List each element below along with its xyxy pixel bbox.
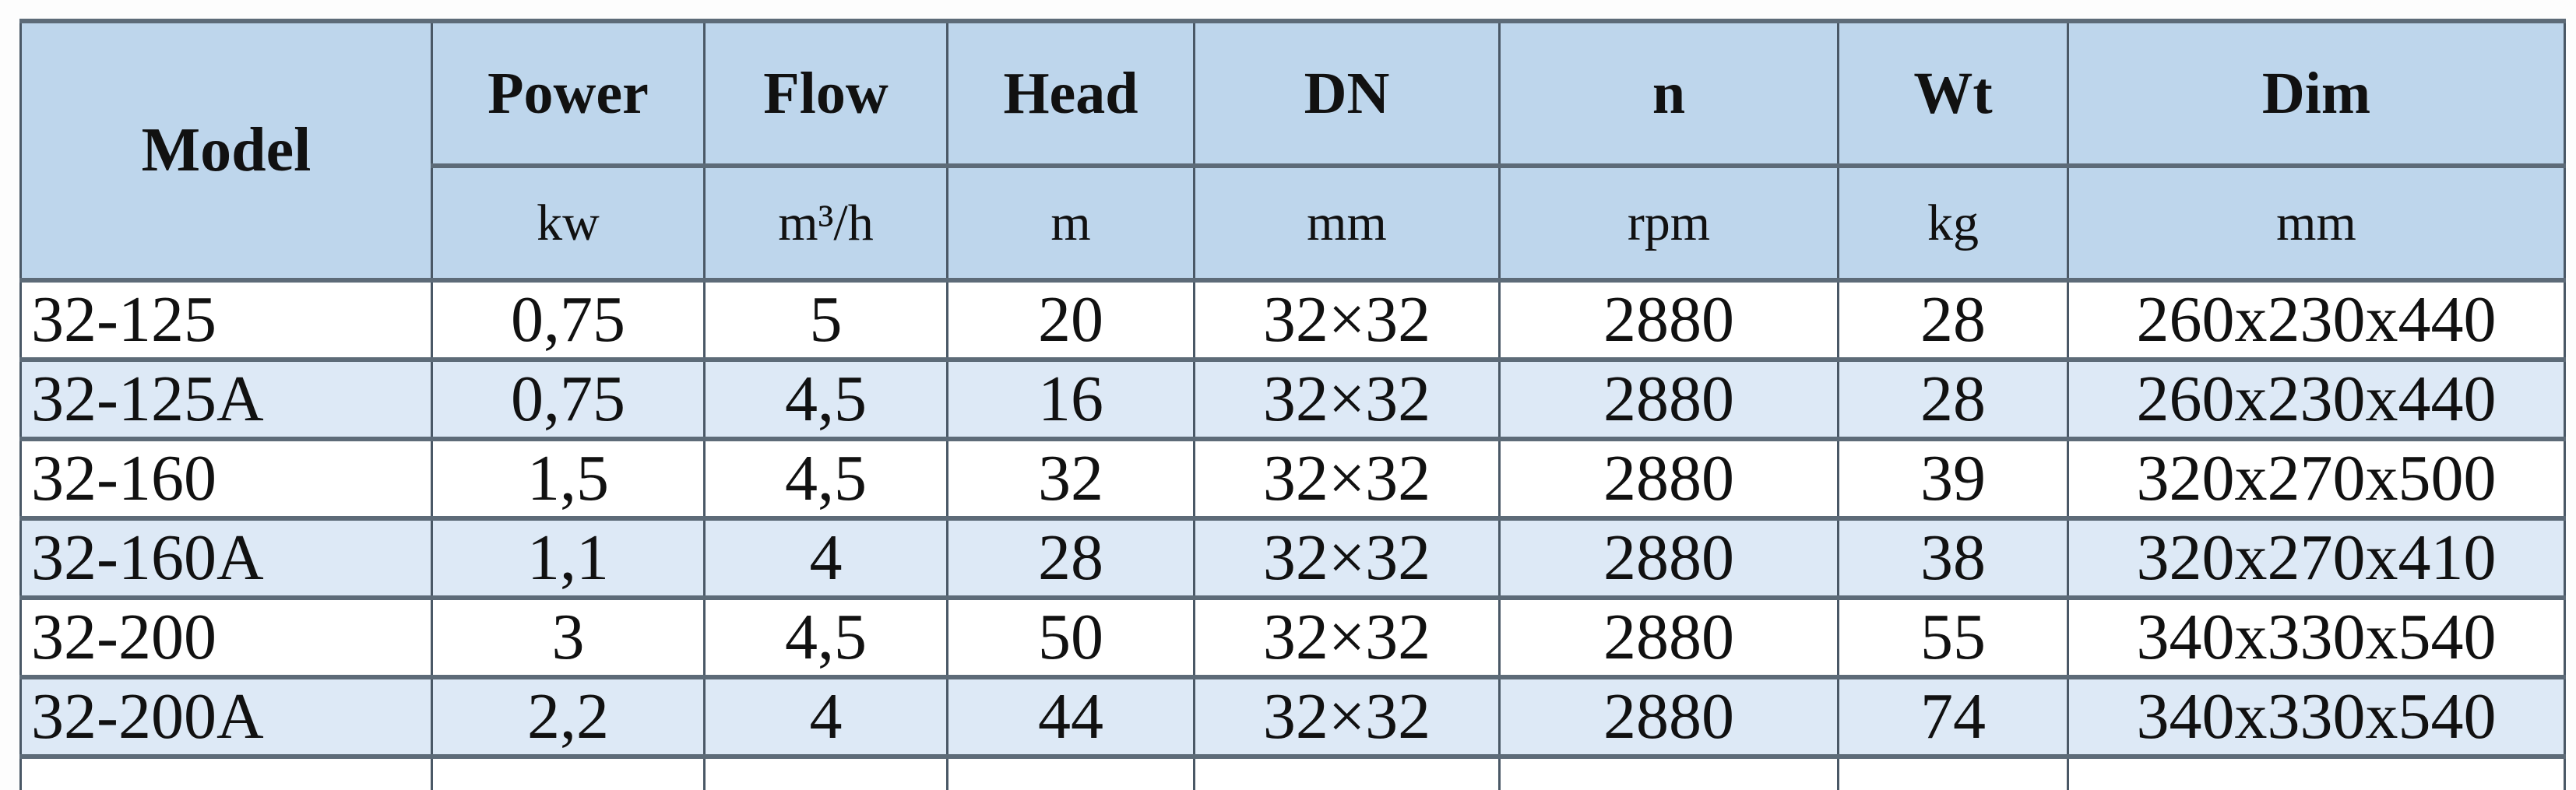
header-wt: Wt bbox=[1837, 19, 2069, 168]
cell-dimensions: 260x230x440 bbox=[2067, 278, 2566, 362]
header-flow: Flow bbox=[703, 19, 948, 168]
header-model: Model bbox=[19, 19, 433, 283]
unit-head: m bbox=[946, 163, 1195, 283]
cell-empty bbox=[703, 754, 948, 790]
cell-dimensions: 340x330x540 bbox=[2067, 595, 2566, 679]
cell-dn: 32×32 bbox=[1193, 516, 1501, 600]
header-dn: DN bbox=[1193, 19, 1501, 168]
unit-power: kw bbox=[431, 163, 706, 283]
cell-flow: 5 bbox=[703, 278, 948, 362]
cell-power: 1,1 bbox=[431, 516, 706, 600]
cell-model: 32-125 bbox=[19, 278, 433, 362]
pump-spec-table: Model Power Flow Head DN n Wt Dim kw m³/… bbox=[19, 19, 2566, 790]
cell-speed: 2880 bbox=[1498, 516, 1839, 600]
unit-dn: mm bbox=[1193, 163, 1501, 283]
unit-flow: m³/h bbox=[703, 163, 948, 283]
cell-empty bbox=[19, 754, 433, 790]
header-row-units: kw m³/h m mm rpm kg mm bbox=[21, 163, 2566, 283]
cell-weight: 74 bbox=[1837, 675, 2069, 759]
cell-empty bbox=[431, 754, 706, 790]
cell-speed: 2880 bbox=[1498, 357, 1839, 441]
unit-n: rpm bbox=[1498, 163, 1839, 283]
cell-speed: 2880 bbox=[1498, 278, 1839, 362]
cell-power: 1,5 bbox=[431, 437, 706, 521]
cell-power: 0,75 bbox=[431, 278, 706, 362]
cell-dn: 32×32 bbox=[1193, 357, 1501, 441]
header-dim: Dim bbox=[2067, 19, 2566, 168]
table-row: 32-200 3 4,5 50 32×32 2880 55 340x330x540 bbox=[19, 595, 2566, 679]
cell-head: 44 bbox=[946, 675, 1195, 759]
cell-model: 32-200 bbox=[19, 595, 433, 679]
cell-dn: 32×32 bbox=[1193, 675, 1501, 759]
cell-model: 32-160 bbox=[19, 437, 433, 521]
cell-flow: 4,5 bbox=[703, 595, 948, 679]
cell-head: 50 bbox=[946, 595, 1195, 679]
cell-flow: 4,5 bbox=[703, 357, 948, 441]
cell-empty bbox=[2067, 754, 2566, 790]
cell-weight: 28 bbox=[1837, 278, 2069, 362]
cell-flow: 4,5 bbox=[703, 437, 948, 521]
cell-weight: 28 bbox=[1837, 357, 2069, 441]
cell-power: 2,2 bbox=[431, 675, 706, 759]
cell-speed: 2880 bbox=[1498, 595, 1839, 679]
cell-weight: 39 bbox=[1837, 437, 2069, 521]
cell-empty bbox=[1498, 754, 1839, 790]
cell-head: 16 bbox=[946, 357, 1195, 441]
cell-speed: 2880 bbox=[1498, 437, 1839, 521]
table-row: 32-125A 0,75 4,5 16 32×32 2880 28 260x230x440 bbox=[19, 357, 2566, 441]
table-row: 32-125 0,75 5 20 32×32 2880 28 260x230x440 bbox=[19, 278, 2566, 362]
cell-model: 32-125A bbox=[19, 357, 433, 441]
cell-empty bbox=[1837, 754, 2069, 790]
cell-power: 3 bbox=[431, 595, 706, 679]
cell-flow: 4 bbox=[703, 675, 948, 759]
cell-head: 20 bbox=[946, 278, 1195, 362]
cell-empty bbox=[1193, 754, 1501, 790]
header-row-labels: Model Power Flow Head DN n Wt Dim bbox=[19, 19, 2566, 283]
cell-flow: 4 bbox=[703, 516, 948, 600]
cell-dimensions: 340x330x540 bbox=[2067, 675, 2566, 759]
unit-dim: mm bbox=[2067, 163, 2566, 283]
cell-model: 32-160A bbox=[19, 516, 433, 600]
cell-head: 32 bbox=[946, 437, 1195, 521]
unit-wt: kg bbox=[1837, 163, 2069, 283]
cell-head: 28 bbox=[946, 516, 1195, 600]
cell-weight: 55 bbox=[1837, 595, 2069, 679]
cell-dimensions: 320x270x500 bbox=[2067, 437, 2566, 521]
table-row: 32-160A 1,1 4 28 32×32 2880 38 320x270x410 bbox=[19, 516, 2566, 600]
cell-weight: 38 bbox=[1837, 516, 2069, 600]
cell-speed: 2880 bbox=[1498, 675, 1839, 759]
header-n: n bbox=[1498, 19, 1839, 168]
cell-power: 0,75 bbox=[431, 357, 706, 441]
cell-dimensions: 320x270x410 bbox=[2067, 516, 2566, 600]
table-row: 32-160 1,5 4,5 32 32×32 2880 39 320x270x500 bbox=[19, 437, 2566, 521]
table-row-partial bbox=[19, 754, 2566, 790]
cell-model: 32-200A bbox=[19, 675, 433, 759]
header-head: Head bbox=[946, 19, 1195, 168]
header-power: Power bbox=[431, 19, 706, 168]
table-row: 32-200A 2,2 4 44 32×32 2880 74 340x330x540 bbox=[19, 675, 2566, 759]
cell-dn: 32×32 bbox=[1193, 437, 1501, 521]
cell-empty bbox=[946, 754, 1195, 790]
cell-dn: 32×32 bbox=[1193, 595, 1501, 679]
cell-dn: 32×32 bbox=[1193, 278, 1501, 362]
cell-dimensions: 260x230x440 bbox=[2067, 357, 2566, 441]
